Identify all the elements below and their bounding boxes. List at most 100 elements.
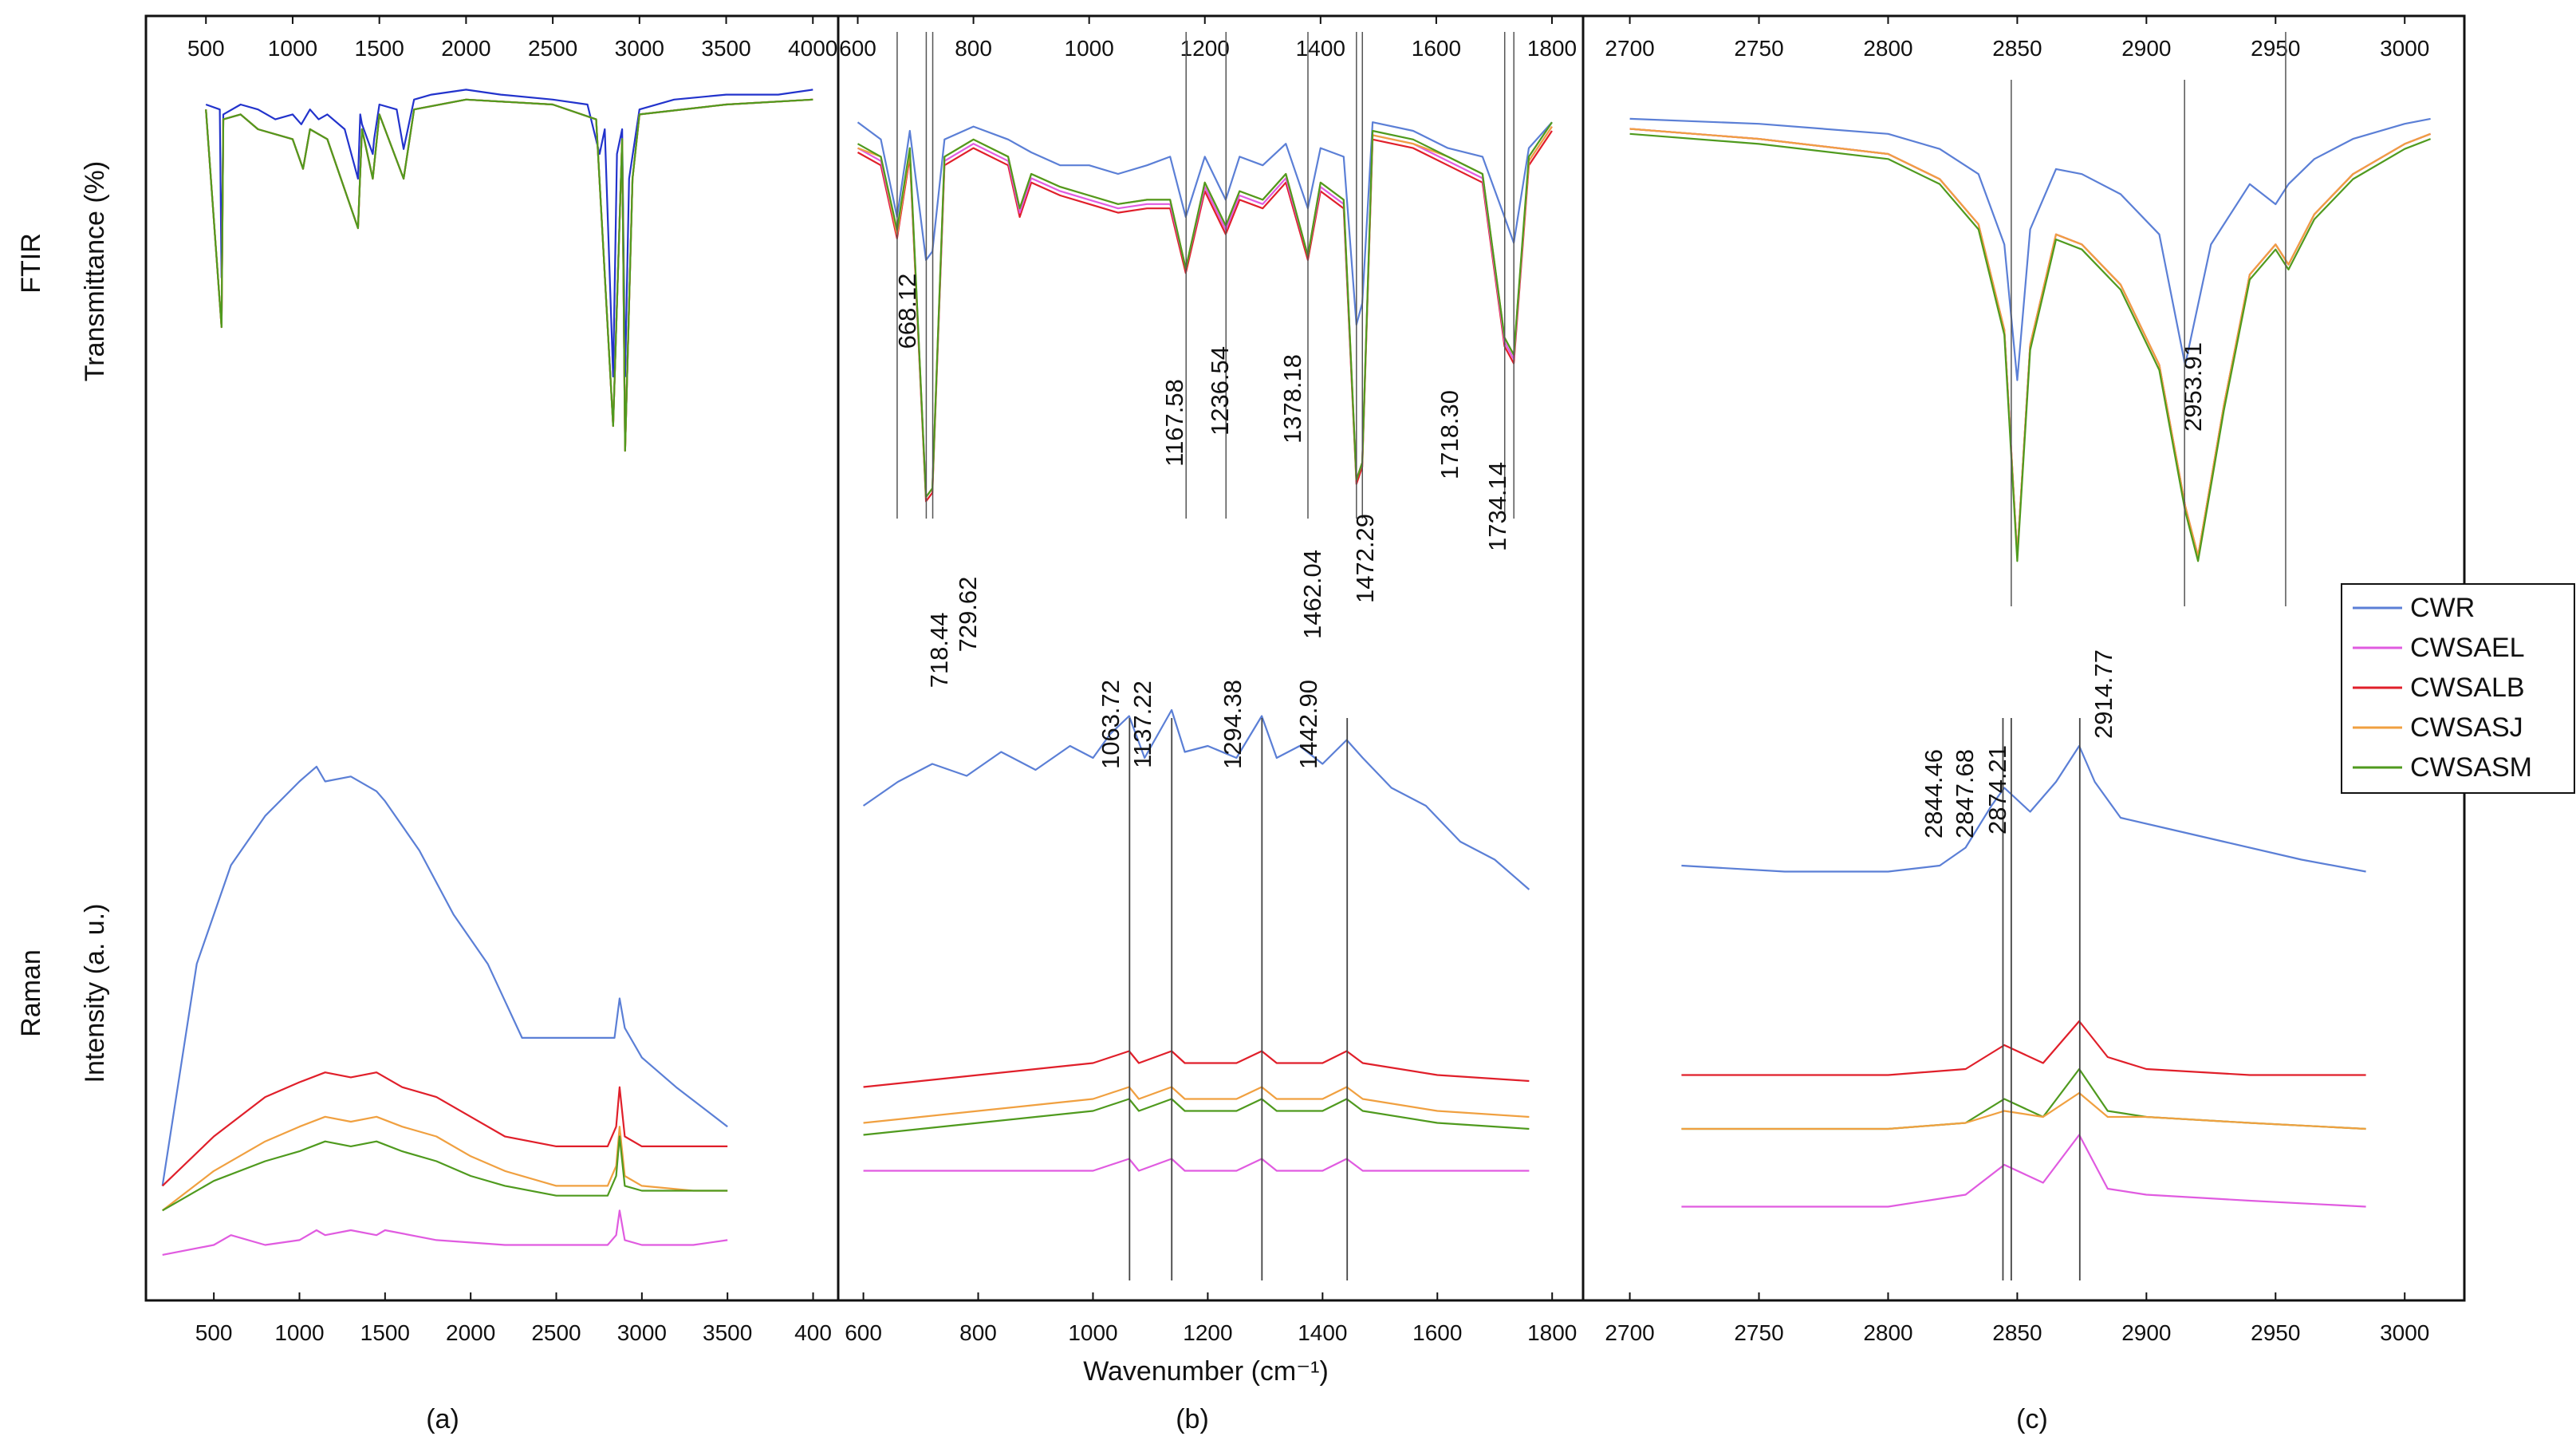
top-tick-label: 2800 bbox=[1863, 36, 1912, 61]
panel-label-b: (b) bbox=[1176, 1404, 1209, 1434]
ftir-line-cwsasj bbox=[1629, 128, 2431, 558]
bottom-tick-label: 3000 bbox=[617, 1320, 667, 1345]
ftir-group-label: FTIR bbox=[16, 233, 46, 294]
raman-peak-label: 1137.22 bbox=[1128, 681, 1156, 768]
ftir-peak-label: 729.62 bbox=[954, 577, 982, 653]
bottom-tick-label: 2850 bbox=[1992, 1320, 2042, 1345]
ftir-line-cwr bbox=[1629, 117, 2431, 381]
raman-line-cwsasj bbox=[162, 1115, 728, 1212]
legend: CWR CWSAEL CWSALB CWSASJ CWSASM bbox=[2341, 583, 2575, 794]
ftir-line-cwsasm bbox=[205, 98, 813, 452]
ftir-line-cwsasm bbox=[857, 121, 1553, 499]
bottom-tick-label: 2950 bbox=[2251, 1320, 2300, 1345]
raman-group-label: Raman bbox=[16, 949, 46, 1037]
top-tick-label: 2500 bbox=[528, 36, 577, 61]
ftir-peak-label: 1167.58 bbox=[1160, 379, 1188, 467]
raman-peak-label: 2874.21 bbox=[1983, 745, 2011, 834]
bottom-tick-label: 3000 bbox=[2380, 1320, 2429, 1345]
bottom-tick-label: 1000 bbox=[274, 1320, 324, 1345]
top-tick-label: 1600 bbox=[1412, 36, 1461, 61]
raman-line-cwsalb bbox=[161, 1071, 728, 1187]
raman-line-cwsasm bbox=[863, 1098, 1530, 1136]
raman-line-cwsasj bbox=[863, 1086, 1530, 1124]
bottom-tick-label: 2500 bbox=[531, 1320, 581, 1345]
bottom-tick-label: 2900 bbox=[2121, 1320, 2171, 1345]
bottom-tick-label: 400 bbox=[794, 1320, 832, 1345]
legend-label-cwsalb: CWSALB bbox=[2410, 673, 2525, 703]
top-tick-label: 800 bbox=[955, 36, 992, 61]
top-tick-label: 2000 bbox=[441, 36, 490, 61]
raman-line-cwsalb bbox=[863, 1050, 1530, 1088]
legend-label-cwsasm: CWSASM bbox=[2410, 752, 2532, 783]
raman-axis-label: Intensity (a. u.) bbox=[80, 904, 110, 1083]
x-axis-title: Wavenumber (cm⁻¹) bbox=[1083, 1356, 1329, 1387]
panel-a: 500 1000 1500 2000 2500 3000 3500 4000 500 1000 15… bbox=[161, 16, 837, 1345]
top-tick-label: 2900 bbox=[2121, 36, 2171, 61]
top-tick-label: 2750 bbox=[1734, 36, 1783, 61]
bottom-tick-label: 1800 bbox=[1527, 1320, 1577, 1345]
bottom-tick-label: 1200 bbox=[1183, 1320, 1232, 1345]
bottom-tick-label: 1000 bbox=[1068, 1320, 1117, 1345]
raman-peak-label: 2847.68 bbox=[1951, 749, 1979, 838]
panel-b: 600 800 1000 1200 1400 1600 1800 600 800 1000 1200… bbox=[839, 16, 1577, 1345]
raman-line-cwr bbox=[862, 708, 1530, 890]
ftir-line-cwsasm bbox=[1629, 132, 2431, 562]
raman-line-cwsalb bbox=[1681, 1020, 2366, 1076]
ftir-peak-label: 2914.77 bbox=[2090, 649, 2117, 739]
ftir-peak-label: 1718.30 bbox=[1436, 390, 1463, 479]
top-tick-label: 2850 bbox=[1992, 36, 2042, 61]
raman-peak-label: 1442.90 bbox=[1294, 680, 1322, 769]
panel-label-a: (a) bbox=[426, 1404, 459, 1434]
ftir-line-cwr bbox=[857, 121, 1553, 326]
raman-line-cwsael bbox=[863, 1158, 1530, 1172]
top-tick-label: 4000 bbox=[788, 36, 837, 61]
raman-line-cwsasm bbox=[162, 1135, 728, 1212]
top-tick-label: 500 bbox=[187, 36, 225, 61]
top-tick-label: 1000 bbox=[268, 36, 317, 61]
raman-line-cwr bbox=[1681, 744, 2366, 873]
panel-label-c: (c) bbox=[2016, 1404, 2048, 1434]
ftir-peak-label: 1734.14 bbox=[1483, 462, 1511, 551]
raman-peak-label: 1063.72 bbox=[1097, 680, 1125, 769]
top-tick-label: 1800 bbox=[1527, 36, 1577, 61]
bottom-tick-label: 2800 bbox=[1863, 1320, 1912, 1345]
raman-peak-label: 2844.46 bbox=[1920, 749, 1948, 838]
ftir-line-cwr bbox=[205, 89, 813, 378]
ftir-peak-label: 1462.04 bbox=[1298, 550, 1326, 639]
raman-line-cwsael bbox=[162, 1209, 728, 1256]
bottom-tick-label: 600 bbox=[845, 1320, 882, 1345]
ftir-peak-label: 718.44 bbox=[925, 613, 953, 688]
ftir-axis-label: Transmittance (%) bbox=[80, 161, 110, 381]
legend-label-cwr: CWR bbox=[2410, 593, 2475, 623]
top-tick-label: 1400 bbox=[1296, 36, 1345, 61]
top-tick-label: 2700 bbox=[1605, 36, 1654, 61]
top-tick-label: 3000 bbox=[615, 36, 664, 61]
raman-line-cwsael bbox=[1681, 1134, 2366, 1208]
bottom-tick-label: 2700 bbox=[1605, 1320, 1654, 1345]
top-tick-label: 2950 bbox=[2251, 36, 2300, 61]
top-tick-label: 600 bbox=[839, 36, 876, 61]
ftir-peak-label: 1472.29 bbox=[1351, 514, 1379, 603]
bottom-tick-label: 1500 bbox=[360, 1320, 410, 1345]
raman-line-cwsasm bbox=[1681, 1067, 2366, 1130]
bottom-tick-label: 2000 bbox=[446, 1320, 495, 1345]
ftir-peak-label: 1378.18 bbox=[1278, 354, 1306, 444]
bottom-tick-label: 1600 bbox=[1412, 1320, 1462, 1345]
raman-peak-label: 1294.38 bbox=[1219, 680, 1247, 769]
top-tick-label: 1000 bbox=[1065, 36, 1114, 61]
ftir-peak-label: 2953.91 bbox=[2179, 342, 2207, 432]
bottom-tick-label: 500 bbox=[195, 1320, 233, 1345]
ftir-peak-label: 668.12 bbox=[893, 274, 921, 349]
top-tick-label: 3000 bbox=[2380, 36, 2429, 61]
panel-c: 2700 2750 2800 2850 2900 2950 3000 2700 2750 2800… bbox=[1605, 16, 2431, 1345]
bottom-tick-label: 1400 bbox=[1298, 1320, 1347, 1345]
bottom-tick-label: 2750 bbox=[1734, 1320, 1783, 1345]
top-tick-label: 3500 bbox=[701, 36, 750, 61]
bottom-tick-label: 3500 bbox=[703, 1320, 752, 1345]
raman-line-cwr bbox=[161, 765, 728, 1186]
raman-line-cwsasj bbox=[1681, 1091, 2366, 1130]
top-tick-label: 1500 bbox=[355, 36, 404, 61]
ftir-peak-label: 1236.54 bbox=[1206, 346, 1234, 436]
legend-label-cwsael: CWSAEL bbox=[2410, 633, 2525, 663]
